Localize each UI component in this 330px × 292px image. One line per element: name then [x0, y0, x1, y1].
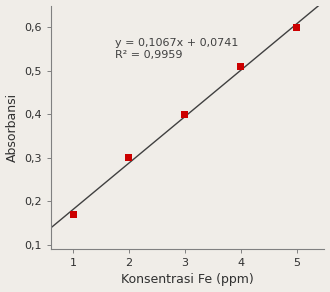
X-axis label: Konsentrasi Fe (ppm): Konsentrasi Fe (ppm) [121, 273, 254, 286]
Point [182, 112, 187, 117]
Point [238, 64, 243, 69]
Point [71, 212, 76, 216]
Point [294, 25, 299, 29]
Y-axis label: Absorbansi: Absorbansi [6, 93, 18, 162]
Text: y = 0,1067x + 0,0741
R² = 0,9959: y = 0,1067x + 0,0741 R² = 0,9959 [115, 38, 238, 60]
Point [126, 155, 132, 160]
